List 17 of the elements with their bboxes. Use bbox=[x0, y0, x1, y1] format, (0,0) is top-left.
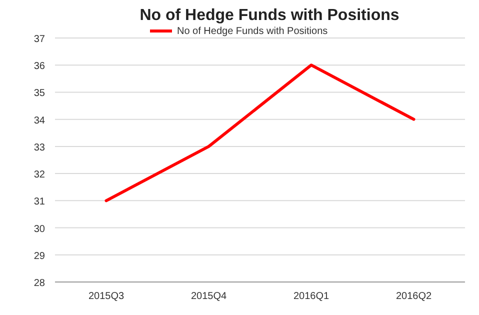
x-tick-label: 2015Q3 bbox=[88, 291, 124, 302]
x-tick-label: 2016Q2 bbox=[396, 291, 432, 302]
y-tick-label: 35 bbox=[34, 88, 46, 100]
x-tick-label: 2016Q1 bbox=[293, 291, 330, 302]
chart-title: No of Hedge Funds with Positions bbox=[140, 7, 400, 24]
x-tick-label: 2015Q4 bbox=[190, 291, 227, 302]
legend-label: No of Hedge Funds with Positions bbox=[177, 26, 328, 37]
y-tick-label: 37 bbox=[34, 34, 46, 45]
y-tick-label: 29 bbox=[34, 250, 46, 262]
y-tick-label: 32 bbox=[34, 170, 46, 181]
y-tick-label: 34 bbox=[34, 115, 46, 126]
y-tick-label: 28 bbox=[34, 278, 46, 289]
y-tick-label: 31 bbox=[34, 196, 46, 208]
y-tick-label: 30 bbox=[34, 224, 46, 235]
y-tick-label: 33 bbox=[34, 142, 46, 154]
y-tick-label: 36 bbox=[34, 61, 46, 72]
line-series bbox=[104, 64, 416, 202]
